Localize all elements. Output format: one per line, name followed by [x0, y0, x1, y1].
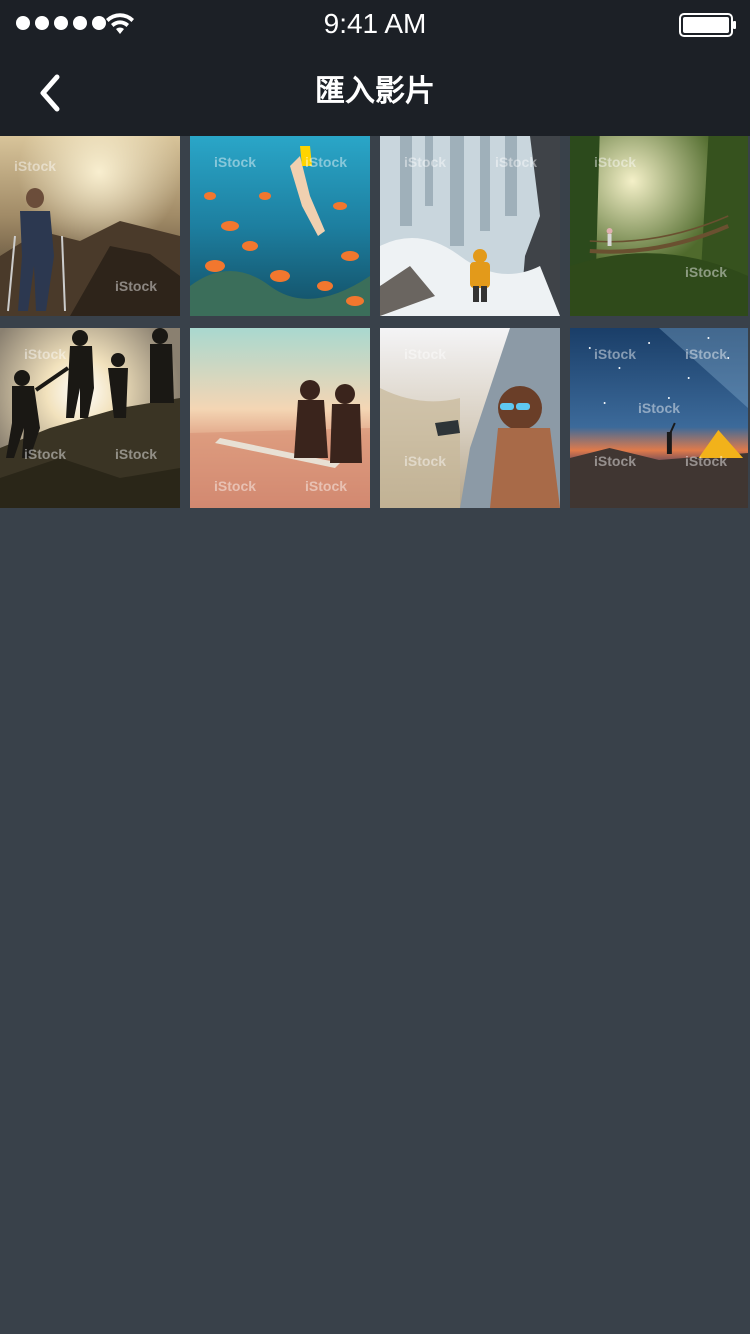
video-thumbnail[interactable]: iStock iStock: [190, 328, 370, 508]
video-thumbnail[interactable]: iStock iStock: [190, 136, 370, 316]
video-thumbnail[interactable]: iStock iStock: [570, 136, 748, 316]
video-thumbnail[interactable]: iStock iStock: [380, 328, 560, 508]
status-bar: 9:41 AM: [0, 0, 750, 48]
back-button[interactable]: [30, 66, 70, 120]
video-thumbnail[interactable]: iStock iStock iStock: [0, 328, 180, 508]
battery-icon: [679, 13, 736, 37]
night-sky-tent-icon: [570, 328, 748, 508]
video-grid: iStock iStock iStock iStock: [0, 136, 750, 508]
wifi-icon: [106, 13, 134, 34]
jungle-suspension-bridge-icon: [570, 136, 748, 316]
hikers-helping-hand-icon: [0, 328, 180, 508]
woman-car-window-icon: [380, 328, 560, 508]
page-title: 匯入影片: [315, 75, 435, 108]
frozen-waterfall-hiker-icon: [380, 136, 560, 316]
chevron-left-icon: [40, 74, 60, 112]
video-thumbnail[interactable]: iStock iStock iStock iStock iStock: [570, 328, 748, 508]
video-thumbnail[interactable]: iStock iStock: [0, 136, 180, 316]
navigation-bar: 匯入影片: [0, 48, 750, 136]
snorkeler-coral-reef-icon: [190, 136, 370, 316]
signal-strength-icon: [16, 16, 106, 30]
surfers-sunset-sea-icon: [190, 328, 370, 508]
status-time: 9:41 AM: [323, 8, 427, 39]
video-thumbnail[interactable]: iStock iStock: [380, 136, 560, 316]
hiker-mountain-sunset-icon: [0, 136, 180, 316]
